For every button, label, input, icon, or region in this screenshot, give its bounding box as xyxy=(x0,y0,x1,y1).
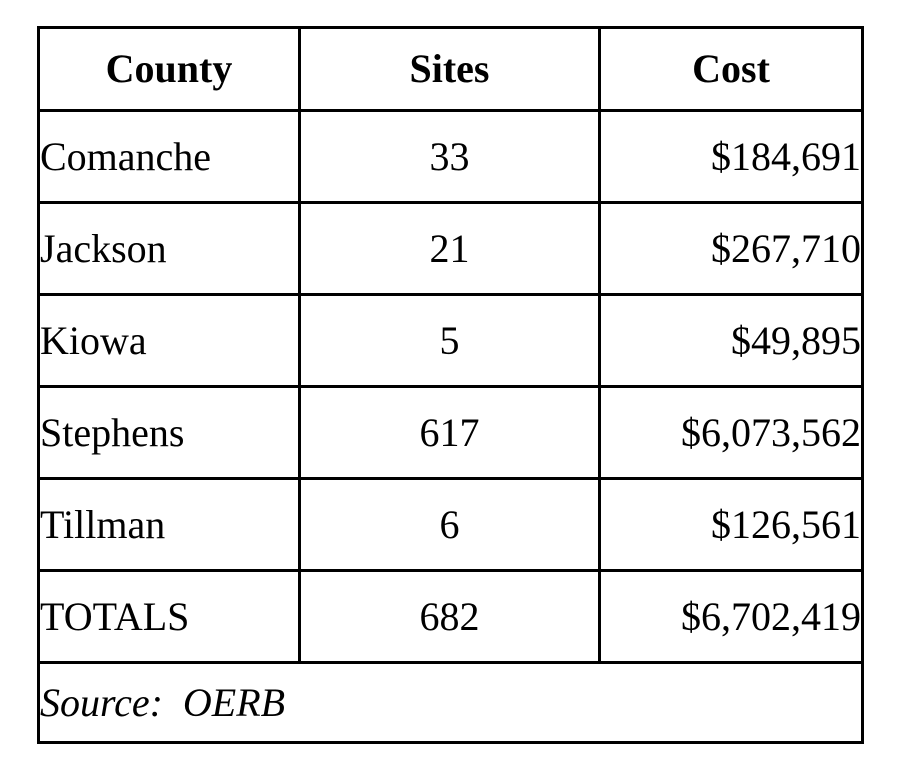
column-header-cost: Cost xyxy=(598,26,864,112)
table-row: Stephens 617 $6,073,562 xyxy=(37,385,864,480)
county-cell: Jackson xyxy=(37,201,301,296)
cost-cell: $6,073,562 xyxy=(598,385,864,480)
cost-cell: $184,691 xyxy=(598,109,864,204)
table-row: Jackson 21 $267,710 xyxy=(37,201,864,296)
cost-cell: $126,561 xyxy=(598,477,864,572)
table-row: Tillman 6 $126,561 xyxy=(37,477,864,572)
totals-row: TOTALS 682 $6,702,419 xyxy=(37,569,864,664)
table-row: Comanche 33 $184,691 xyxy=(37,109,864,204)
column-header-county: County xyxy=(37,26,301,112)
sites-cell: 617 xyxy=(298,385,601,480)
county-cell: Comanche xyxy=(37,109,301,204)
sites-cell: 6 xyxy=(298,477,601,572)
cost-cell: $49,895 xyxy=(598,293,864,388)
table-header-row: County Sites Cost xyxy=(37,26,864,112)
county-cell: Kiowa xyxy=(37,293,301,388)
sites-cell: 21 xyxy=(298,201,601,296)
county-cell: Stephens xyxy=(37,385,301,480)
sites-cell: 33 xyxy=(298,109,601,204)
county-sites-cost-table: County Sites Cost Comanche 33 $184,691 J… xyxy=(37,26,864,744)
totals-label-cell: TOTALS xyxy=(37,569,301,664)
totals-cost-cell: $6,702,419 xyxy=(598,569,864,664)
column-header-sites: Sites xyxy=(298,26,601,112)
county-cell: Tillman xyxy=(37,477,301,572)
totals-sites-cell: 682 xyxy=(298,569,601,664)
sites-cell: 5 xyxy=(298,293,601,388)
source-row: Source: OERB xyxy=(37,661,864,744)
table-row: Kiowa 5 $49,895 xyxy=(37,293,864,388)
source-note: Source: OERB xyxy=(37,661,864,744)
cost-cell: $267,710 xyxy=(598,201,864,296)
